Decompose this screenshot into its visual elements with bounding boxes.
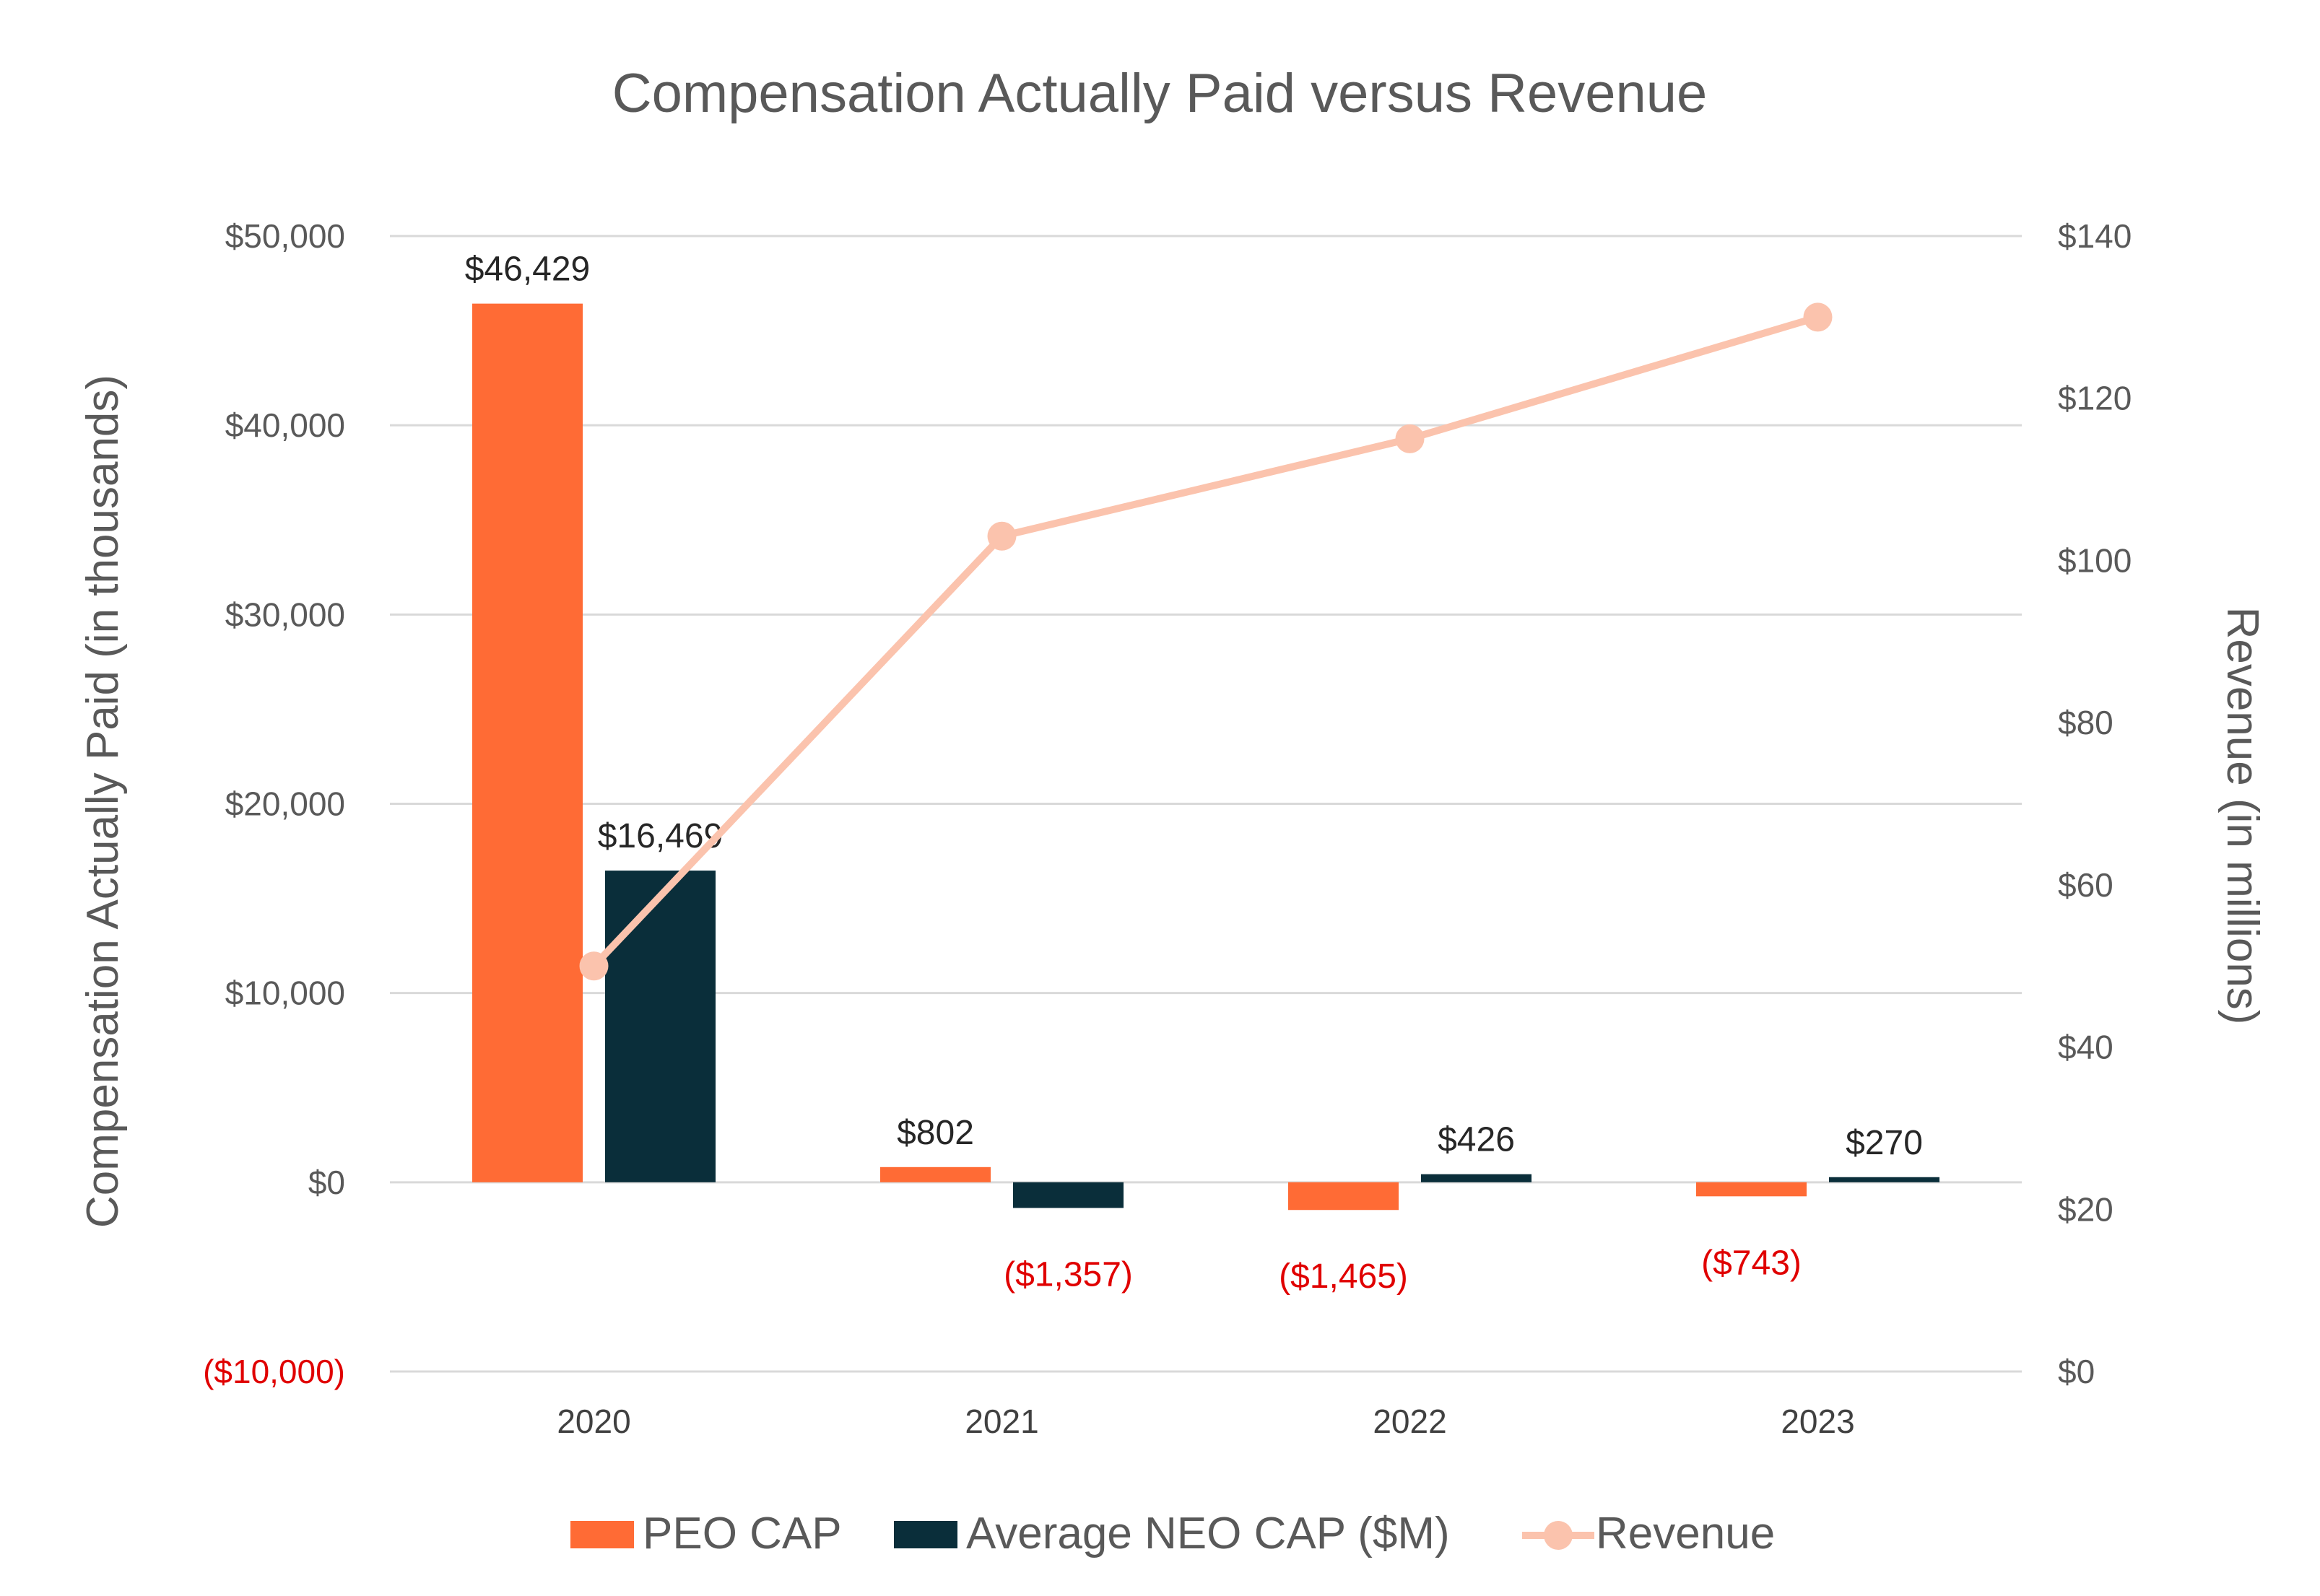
neo-cap-bar-2023 [1829,1177,1939,1182]
legend-label: Revenue [1596,1509,1775,1558]
y2-axis-title: Revenue (in millions) [2217,607,2267,1025]
bar-data-label: ($1,357) [1004,1255,1133,1294]
y2-tick-label: $40 [2058,1029,2113,1066]
bar-data-label: $802 [897,1114,974,1152]
peo-cap-bar-2020 [472,303,583,1182]
y-tick-label: $10,000 [225,974,345,1012]
x-axis-ticks: 2020 2021 2022 2023 [557,1403,1854,1440]
revenue-line [591,313,1819,969]
y2-tick-label: $20 [2058,1190,2113,1228]
neo-cap-bar-2021 [1013,1182,1124,1208]
y2-tick-label: $0 [2058,1353,2095,1390]
revenue-point-2023 [1803,302,1833,332]
neo-cap-bar-2020 [605,871,716,1182]
peo-cap-bar-2021 [880,1167,991,1182]
y2-axis-ticks: $0 $20 $40 $60 $80 $100 $120 $140 [2058,217,2132,1390]
y-tick-label: $20,000 [225,785,345,823]
bar-data-label: $270 [1846,1124,1923,1162]
bar-data-label: $426 [1438,1121,1515,1159]
gridlines [390,235,2022,1373]
peo-cap-bar-2022 [1288,1182,1399,1211]
chart-title: Compensation Actually Paid versus Revenu… [612,63,1708,124]
legend: PEO CAP Average NEO CAP ($M) Revenue [570,1509,1775,1558]
revenue-point-2022 [1395,424,1425,453]
y2-tick-label: $60 [2058,866,2113,904]
legend-swatch-0 [570,1521,634,1548]
y-tick-label: ($10,000) [203,1353,345,1390]
peo-cap-bar-2023 [1696,1182,1807,1197]
x-tick-label: 2021 [965,1403,1038,1440]
legend-label: PEO CAP [643,1509,842,1558]
legend-label: Average NEO CAP ($M) [966,1509,1450,1558]
x-tick-label: 2023 [1781,1403,1854,1440]
y2-tick-label: $80 [2058,704,2113,741]
y2-tick-label: $140 [2058,217,2132,255]
y-tick-label: $30,000 [225,596,345,633]
bars [472,303,1939,1211]
y-tick-label: $40,000 [225,406,345,444]
bar-data-label: $46,429 [465,250,591,289]
revenue-point-2021 [987,521,1017,551]
y-tick-label: $0 [308,1164,345,1201]
legend-swatch-marker [1544,1521,1573,1550]
legend-swatch-1 [894,1521,957,1548]
y-axis-title: Compensation Actually Paid (in thousands… [78,375,128,1228]
x-tick-label: 2020 [557,1403,630,1440]
y2-tick-label: $120 [2058,380,2132,417]
bar-data-label: ($1,465) [1279,1257,1408,1296]
y2-tick-label: $100 [2058,541,2132,579]
bar-data-label: ($743) [1701,1244,1802,1282]
y-tick-label: $50,000 [225,217,345,255]
revenue-point-2020 [579,951,609,981]
revenue-line-group [579,302,1833,981]
y-axis-ticks: ($10,000) $0 $10,000 $20,000 $30,000 $40,000 $… [203,217,345,1390]
neo-cap-bar-2022 [1421,1174,1532,1182]
x-tick-label: 2022 [1373,1403,1446,1440]
